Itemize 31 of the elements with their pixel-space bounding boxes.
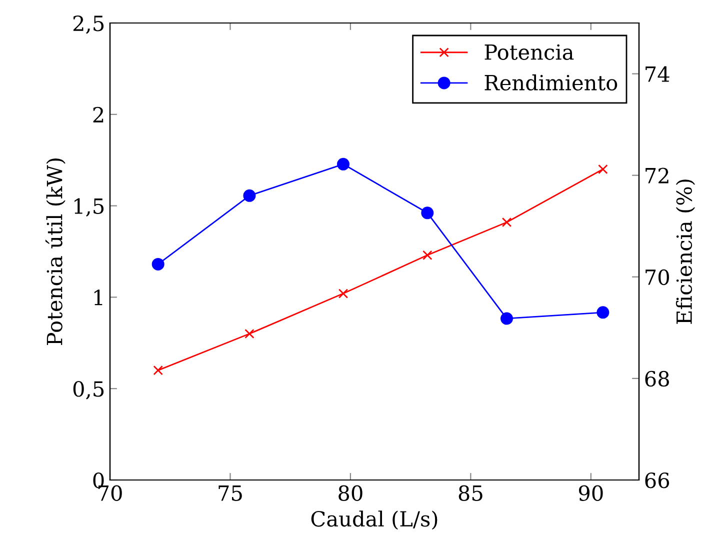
point (152, 258, 164, 270)
point (598, 164, 608, 174)
y2-tick-label: 74 (646, 66, 670, 82)
y2-tick-label: 72 (646, 168, 668, 184)
y-axis-title: Potencia útil (kW) (45, 158, 66, 345)
y2-tick-label: 66 (645, 472, 670, 488)
y-tick-label: 1,5 (74, 198, 104, 217)
point (244, 328, 254, 339)
y-tick-label: 0,5 (73, 381, 104, 400)
point (243, 189, 256, 202)
y-tick-label: 2 (93, 106, 104, 122)
y-tick-label: 2,5 (73, 15, 104, 34)
point (502, 217, 512, 228)
x-tick-label: 80 (338, 485, 362, 501)
point (153, 365, 163, 376)
x-tick-label: 75 (218, 486, 242, 501)
point (338, 288, 348, 298)
legend-label: Rendimiento (484, 74, 618, 91)
y2-tick-label: 68 (645, 370, 669, 387)
x-tick-label: 85 (458, 485, 482, 501)
point (336, 158, 350, 170)
x-tick-label: 90 (578, 485, 603, 501)
point (500, 312, 513, 325)
x-axis-title: Caudal (L/s) (311, 510, 438, 530)
legend-label: Potencia (484, 44, 574, 60)
point (421, 206, 434, 220)
point (422, 250, 432, 260)
point (596, 306, 610, 319)
y2-tick-label: 70 (646, 269, 669, 286)
y2-axis-title: Eficiencia (%) (676, 180, 696, 324)
y-tick-label: 1 (94, 290, 102, 306)
